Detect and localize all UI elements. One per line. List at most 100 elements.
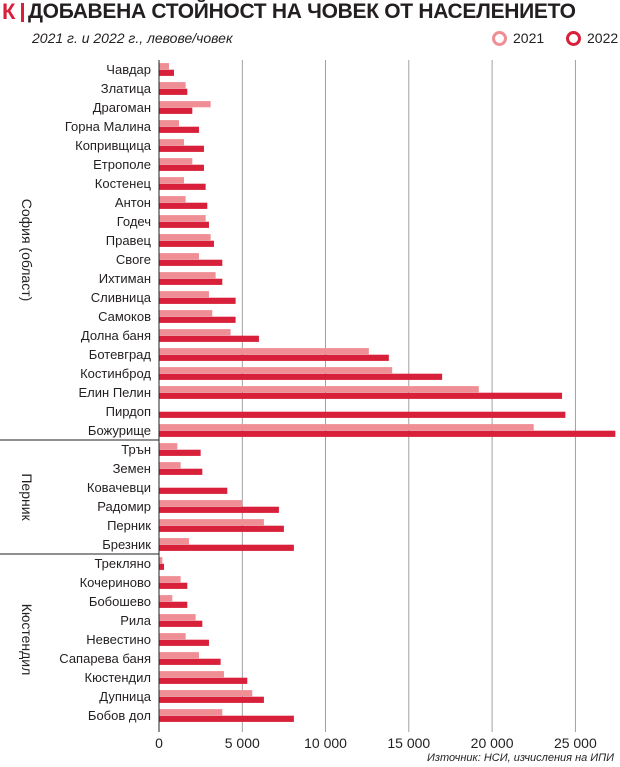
category-label: Радомир — [97, 499, 151, 514]
bar-2021 — [159, 63, 169, 70]
bar-2022 — [159, 601, 188, 608]
category-label: Елин Пелин — [79, 385, 151, 400]
bar-2022 — [159, 88, 188, 95]
bar-2021 — [159, 557, 163, 564]
bar-2021 — [159, 101, 211, 108]
category-label: Етрополе — [93, 157, 151, 172]
bar-2021 — [159, 329, 231, 336]
bar-2021 — [159, 291, 209, 298]
category-label: Сапарева баня — [59, 651, 151, 666]
bar-2022 — [159, 658, 221, 665]
bar-2022 — [159, 297, 236, 304]
bar-2022 — [159, 183, 206, 190]
bar-2022 — [159, 582, 188, 589]
category-label: Ботевград — [89, 347, 152, 362]
bar-2021 — [159, 310, 213, 317]
category-label: Костинброд — [80, 366, 151, 381]
category-label: Божурище — [88, 423, 151, 438]
bar-2022 — [159, 164, 204, 171]
bar-2022 — [159, 316, 236, 323]
bar-2021 — [159, 614, 196, 621]
bar-2021 — [159, 500, 243, 507]
category-label: Костенец — [95, 176, 152, 191]
bar-2021 — [159, 196, 186, 203]
source-note: Източник: НСИ, изчисления на ИПИ — [427, 752, 614, 764]
bar-2022 — [159, 487, 228, 494]
bar-2022 — [159, 221, 209, 228]
category-label: Дупница — [99, 689, 152, 704]
x-tick-label: 15 000 — [387, 735, 430, 751]
bar-2021 — [159, 519, 264, 526]
category-label: Ковачевци — [87, 480, 151, 495]
bar-2022 — [159, 411, 566, 418]
bar-2022 — [159, 525, 284, 532]
bar-2022 — [159, 677, 248, 684]
category-label: Кюстендил — [85, 670, 151, 685]
bar-2022 — [159, 696, 264, 703]
bar-2022 — [159, 126, 199, 133]
bar-2021 — [159, 538, 189, 545]
legend-marker-2022-icon — [566, 31, 581, 46]
bar-2021 — [159, 253, 199, 260]
bar-2021 — [159, 348, 369, 355]
bar-2022 — [159, 145, 204, 152]
bar-2022 — [159, 392, 563, 399]
bar-2021 — [159, 177, 184, 184]
group-label: Кюстендил — [19, 604, 35, 676]
chart-subtitle: 2021 г. и 2022 г., левове/човек — [32, 30, 233, 46]
category-label: Кочериново — [80, 575, 151, 590]
category-label: Трън — [121, 442, 151, 457]
bar-2021 — [159, 272, 216, 279]
bar-2021 — [159, 633, 186, 640]
x-tick-label: 25 000 — [554, 735, 597, 751]
category-label: Перник — [107, 518, 151, 533]
bar-2022 — [159, 449, 201, 456]
bar-2022 — [159, 620, 203, 627]
category-label: Бобов дол — [88, 708, 151, 723]
bar-2022 — [159, 278, 223, 285]
legend-label-2022: 2022 — [587, 30, 619, 46]
bar-2021 — [159, 367, 393, 374]
category-label: Рила — [120, 613, 152, 628]
category-label: Драгоман — [93, 100, 151, 115]
legend-marker-2021-icon — [492, 31, 507, 46]
bar-2021 — [159, 462, 181, 469]
bar-2022 — [159, 715, 294, 722]
bar-2022 — [159, 259, 223, 266]
category-label: Долна баня — [81, 328, 151, 343]
bar-2021 — [159, 443, 178, 450]
x-tick-label: 10 000 — [304, 735, 347, 751]
bar-2021 — [159, 671, 224, 678]
bar-2021 — [159, 595, 173, 602]
bar-2021 — [159, 424, 534, 431]
category-label: Земен — [113, 461, 151, 476]
chart-title: ДОБАВЕНА СТОЙНОСТ НА ЧОВЕК ОТ НАСЕЛЕНИЕТ… — [28, 0, 576, 23]
bar-2022 — [159, 354, 389, 361]
bar-2021 — [159, 120, 179, 127]
category-label: Своге — [116, 252, 151, 267]
x-tick-label: 5 000 — [225, 735, 260, 751]
category-label: Антон — [115, 195, 151, 210]
bar-2022 — [159, 202, 208, 209]
category-label: Пирдоп — [106, 404, 151, 419]
bar-2021 — [159, 234, 211, 241]
group-label: Перник — [19, 473, 35, 521]
bar-2022 — [159, 563, 164, 570]
category-label: Правец — [106, 233, 152, 248]
bar-2022 — [159, 506, 279, 513]
category-label: Годеч — [117, 214, 151, 229]
x-tick-label: 0 — [155, 735, 163, 751]
bar-2022 — [159, 373, 443, 380]
bar-2021 — [159, 709, 223, 716]
bar-2021 — [159, 652, 199, 659]
bar-2022 — [159, 107, 193, 114]
bar-2022 — [159, 639, 209, 646]
category-label: Чавдар — [106, 62, 151, 77]
bar-2021 — [159, 82, 186, 89]
bar-2021 — [159, 386, 479, 393]
category-label: Самоков — [98, 309, 151, 324]
x-tick-label: 20 000 — [471, 735, 514, 751]
logo-divider — [21, 3, 24, 22]
bar-2021 — [159, 690, 253, 697]
